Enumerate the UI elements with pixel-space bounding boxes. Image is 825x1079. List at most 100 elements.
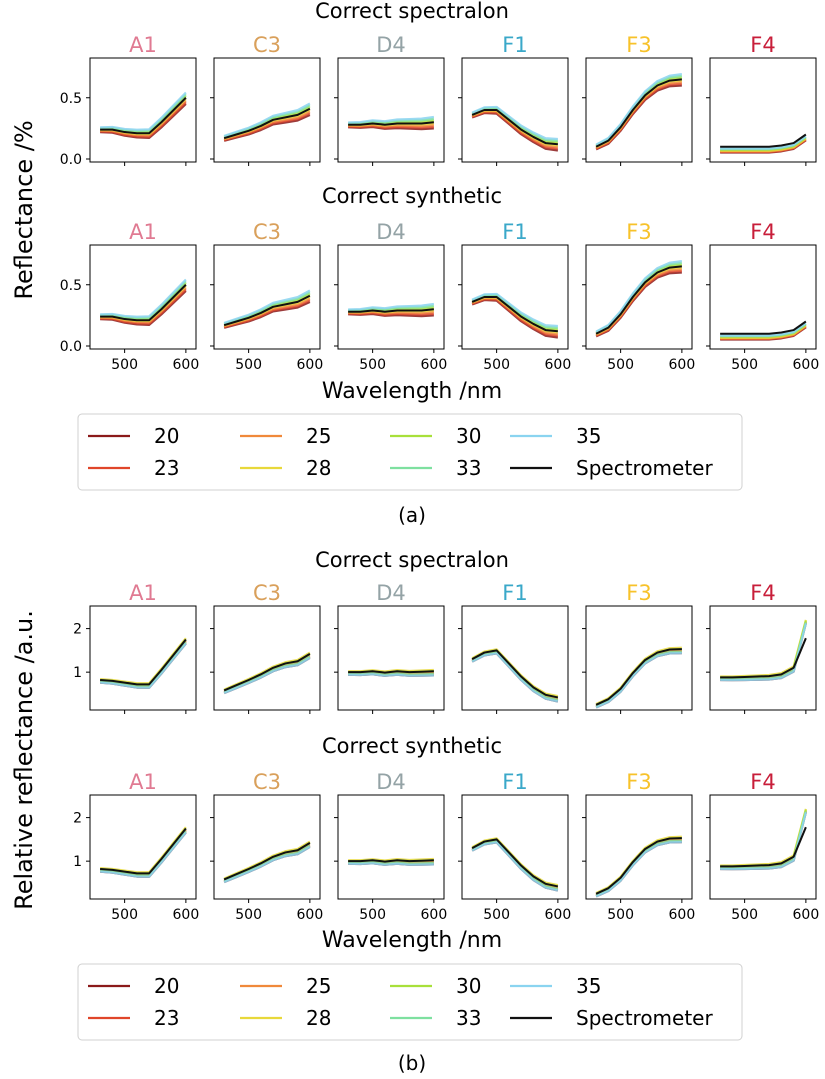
panel-F3: F3	[582, 33, 693, 166]
legend-label-20: 20	[154, 974, 179, 998]
panel-frame	[213, 794, 321, 900]
panel-frame	[709, 794, 817, 900]
series-Spectrometer	[100, 97, 187, 135]
panel-frame	[89, 794, 197, 900]
x-tick-label: 500	[235, 907, 262, 923]
panel-title-D4: D4	[376, 220, 406, 244]
x-axis-label: Wavelength /nm	[322, 379, 502, 404]
panel-F4: F4	[706, 33, 817, 166]
panel-title-F1: F1	[502, 33, 527, 57]
y-tick-label: 0.0	[60, 339, 82, 355]
series-Spectrometer	[100, 827, 187, 875]
x-tick-label: 500	[111, 357, 138, 373]
series-Spectrometer	[720, 637, 807, 679]
series-35	[720, 322, 807, 337]
panel-title-F4: F4	[750, 220, 775, 244]
panel-title-C3: C3	[253, 33, 281, 57]
x-tick-label: 500	[607, 907, 634, 923]
series-Spectrometer	[100, 284, 187, 322]
panel-frame	[89, 57, 197, 163]
series-35	[100, 642, 187, 689]
panel-F3: F3 500 600	[582, 220, 695, 373]
panel-F1: F1	[458, 581, 569, 714]
series-35	[471, 105, 558, 141]
series-35	[595, 72, 683, 146]
panel-C3: C3 500 600	[210, 770, 323, 923]
series-28	[595, 646, 682, 705]
panel-title-F4: F4	[750, 770, 775, 794]
panel-title-F3: F3	[626, 581, 651, 605]
panel-title-C3: C3	[253, 581, 281, 605]
series-35	[595, 259, 683, 333]
panel-A1: A1 1 2	[73, 581, 197, 714]
x-axis-label: Wavelength /nm	[322, 928, 502, 953]
series-Spectrometer	[595, 78, 682, 148]
panel-title-A1: A1	[129, 581, 157, 605]
panel-frame	[213, 57, 321, 163]
panel-frame	[585, 244, 693, 350]
series-35	[100, 91, 187, 131]
legend-label-28: 28	[306, 1006, 331, 1030]
x-tick-label: 600	[793, 907, 820, 923]
panel-title-C3: C3	[253, 220, 281, 244]
y-axis-label: Relative reflectance /a.u.	[10, 610, 38, 910]
series-30	[100, 638, 187, 686]
panel-title-F1: F1	[502, 581, 527, 605]
series-Spectrometer	[348, 308, 434, 313]
panel-title-F4: F4	[750, 33, 775, 57]
panel-frame	[461, 57, 569, 163]
series-35	[720, 135, 807, 150]
series-35	[348, 862, 434, 866]
legend: 20 23 25 28 30 33 35 Spectrometer	[77, 963, 743, 1041]
panel-title-A1: A1	[129, 770, 157, 794]
x-tick-label: 600	[297, 357, 324, 373]
series-Spectrometer	[720, 320, 807, 335]
panel-frame	[709, 244, 817, 350]
panel-frame	[213, 605, 321, 711]
series-25	[100, 829, 187, 876]
x-tick-label: 600	[173, 357, 200, 373]
x-tick-label: 500	[607, 357, 634, 373]
series-Spectrometer	[720, 826, 807, 868]
series-35	[100, 278, 187, 318]
panel-F3: F3	[582, 581, 693, 714]
legend-label-30: 30	[456, 974, 481, 998]
series-Spectrometer	[348, 670, 434, 674]
panel-F4: F4	[706, 581, 817, 714]
x-tick-label: 500	[111, 907, 138, 923]
panel-frame	[461, 244, 569, 350]
series-Spectrometer	[223, 653, 311, 692]
panel-C3: C3	[210, 581, 321, 714]
legend-label-33: 33	[456, 1006, 481, 1030]
y-tick-label: 0.0	[60, 152, 82, 168]
row-title: Correct spectralon	[315, 0, 509, 23]
x-tick-label: 600	[669, 357, 696, 373]
legend-label-Spectrometer: Spectrometer	[576, 456, 713, 480]
series-35	[471, 652, 559, 703]
series-Spectrometer	[595, 648, 682, 706]
x-tick-label: 500	[483, 357, 510, 373]
series-35	[595, 841, 682, 898]
series-Spectrometer	[100, 638, 187, 686]
panel-F1: F1	[458, 33, 569, 166]
panel-frame	[585, 57, 693, 163]
series-Spectrometer	[720, 133, 807, 148]
legend-label-Spectrometer: Spectrometer	[576, 1006, 713, 1030]
series-25	[471, 650, 559, 700]
series-35	[595, 652, 682, 709]
panel-title-C3: C3	[253, 770, 281, 794]
x-tick-label: 500	[359, 357, 386, 373]
legend-label-23: 23	[154, 1006, 179, 1030]
x-tick-label: 500	[359, 907, 386, 923]
series-Spectrometer	[595, 837, 682, 895]
x-tick-label: 600	[545, 357, 572, 373]
series-35	[471, 292, 558, 328]
panel-title-A1: A1	[129, 33, 157, 57]
legend-label-28: 28	[306, 456, 331, 480]
y-tick-label: 2	[73, 811, 82, 827]
panel-frame	[89, 244, 197, 350]
series-Spectrometer	[471, 838, 559, 888]
legend-frame	[77, 963, 743, 1041]
legend-label-20: 20	[154, 424, 179, 448]
